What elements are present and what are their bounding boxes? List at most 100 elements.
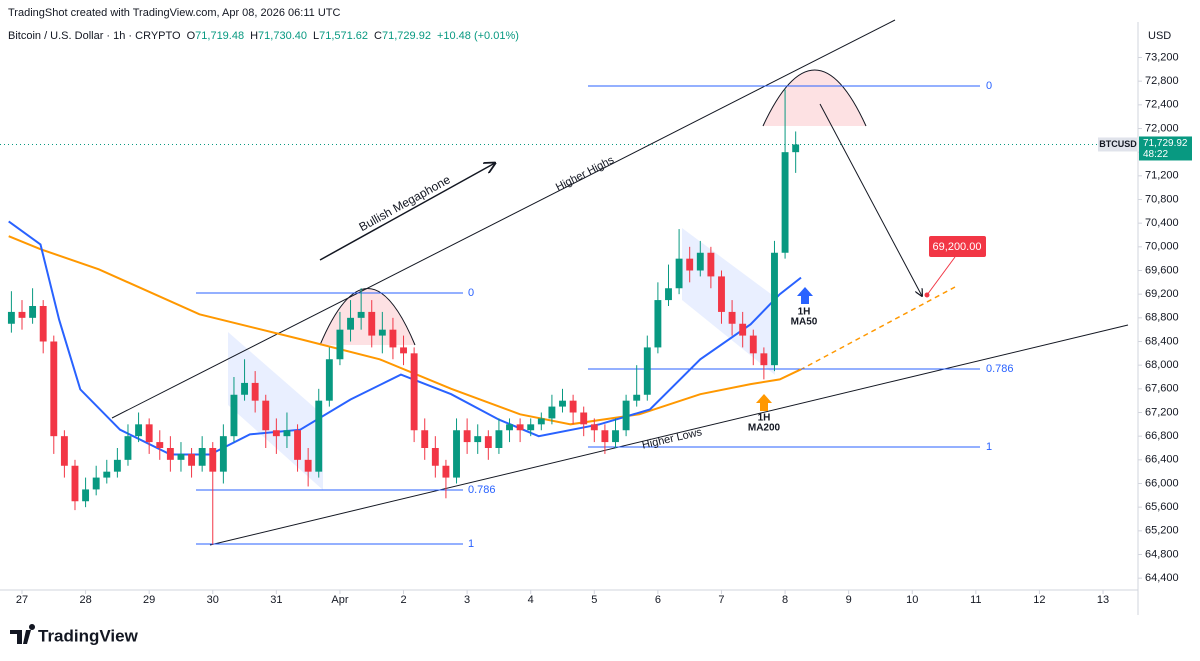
y-tick-label: 66,800 (1145, 430, 1179, 442)
x-tick-label: 27 (16, 594, 28, 606)
candle-body (347, 317, 354, 330)
y-tick-label: 68,000 (1145, 359, 1179, 371)
fib-label: 1 (468, 538, 474, 550)
candle-body (421, 430, 429, 448)
candle-body (463, 430, 471, 443)
annotation: 1H (798, 307, 811, 318)
fib-label: 0 (986, 80, 992, 92)
y-tick-label: 65,200 (1145, 525, 1179, 537)
y-tick-label: 69,200 (1145, 288, 1179, 300)
candle-body (18, 311, 26, 318)
candle-body (156, 442, 164, 448)
candle-body (304, 459, 312, 472)
x-tick-label: 10 (906, 594, 918, 606)
candle-body (686, 258, 694, 271)
candle-body (580, 412, 588, 425)
moving-average (8, 220, 802, 456)
candle-body (209, 448, 217, 472)
candle-body (665, 288, 672, 301)
arrow (319, 163, 495, 261)
candle-body (728, 311, 736, 324)
candle-body (559, 400, 566, 407)
y-tick-label: 68,800 (1145, 312, 1179, 324)
currency: USD (1148, 30, 1171, 42)
candle-body (548, 406, 556, 419)
candle-body (113, 459, 121, 472)
candle-body (718, 276, 725, 312)
annotation: Higher Highs (554, 154, 617, 194)
y-tick-label: 70,000 (1145, 241, 1179, 253)
candle-body (622, 400, 630, 431)
candle-body (7, 311, 15, 324)
annotation: Higher Lows (641, 426, 704, 452)
candle-body (124, 436, 132, 460)
x-tick-label: 29 (143, 594, 155, 606)
brand: TradingView (38, 626, 139, 645)
price-tag-label: 71,729.92 (1143, 138, 1188, 149)
candle-body (251, 382, 259, 401)
ohlc-value: 71,730.40 (258, 30, 307, 42)
ohlc-value: 71,729.92 (382, 30, 431, 42)
candle-body (654, 300, 662, 348)
chart-title: TradingShot created with TradingView.com… (8, 7, 340, 19)
candle-body (495, 430, 503, 448)
y-tick-label: 65,600 (1145, 501, 1179, 513)
x-tick-label: Apr (331, 594, 348, 606)
candle-body (527, 424, 535, 431)
candle-body (145, 424, 153, 443)
candle-body (166, 448, 174, 460)
y-tick-label: 72,000 (1145, 122, 1179, 134)
annotation: Bullish Megaphone (357, 172, 453, 234)
candle-body (177, 453, 185, 460)
candle-body (506, 424, 513, 431)
x-tick-label: 5 (591, 594, 597, 606)
arrow-icon (797, 287, 813, 304)
annotation: MA50 (791, 317, 818, 328)
candle-body (516, 424, 524, 431)
x-tick-label: 3 (464, 594, 470, 606)
candle-body (410, 353, 418, 431)
candle-body (749, 335, 757, 354)
symbol-label: BTCUSD (1099, 139, 1137, 149)
x-tick-label: 13 (1097, 594, 1109, 606)
series (7, 89, 802, 545)
candle-body (60, 436, 68, 466)
candle-body (294, 430, 301, 460)
candle-body (378, 329, 386, 336)
y-tick-label: 70,800 (1145, 193, 1179, 205)
candle-body (453, 430, 460, 478)
y-tick-label: 69,600 (1145, 264, 1179, 276)
annotation: 1H (758, 413, 771, 424)
countdown: 48:22 (1143, 149, 1168, 160)
candle-body (537, 418, 545, 425)
legend: Bitcoin / U.S. Dollar · 1h · CRYPTO O71,7… (8, 30, 519, 42)
candle-body (82, 489, 90, 502)
x-tick-label: 11 (970, 594, 981, 606)
candle-body (474, 436, 482, 443)
annotation: MA200 (748, 423, 781, 434)
annotations: 0 0.786 1 0 0.786 1 Bullish Megaphone Hi… (357, 80, 1014, 550)
candle-body (781, 152, 789, 253)
trendline (209, 324, 1129, 546)
y-tick-label: 70,400 (1145, 217, 1179, 229)
candle-body (442, 465, 450, 478)
ohlc-value: 71,571.62 (319, 30, 368, 42)
x-tick-label: 28 (79, 594, 91, 606)
candle-body (71, 465, 79, 502)
logo-icon (10, 624, 36, 644)
x-tick-label: 2 (400, 594, 406, 606)
x-tick-label: 9 (846, 594, 852, 606)
symbol: Bitcoin / U.S. Dollar · 1h · CRYPTO (8, 30, 181, 42)
candle-body (569, 400, 577, 413)
y-tick-label: 72,800 (1145, 75, 1179, 87)
candle-body (262, 400, 270, 431)
candle-body (219, 436, 227, 472)
candle-body (315, 400, 323, 472)
candle-body (283, 430, 291, 437)
x-tick-label: 6 (655, 594, 661, 606)
logo: TradingView (10, 624, 139, 645)
candle-body (431, 448, 439, 466)
y-tick-label: 73,200 (1145, 51, 1179, 63)
candle-body (739, 323, 747, 336)
arrow-icon (756, 394, 772, 411)
